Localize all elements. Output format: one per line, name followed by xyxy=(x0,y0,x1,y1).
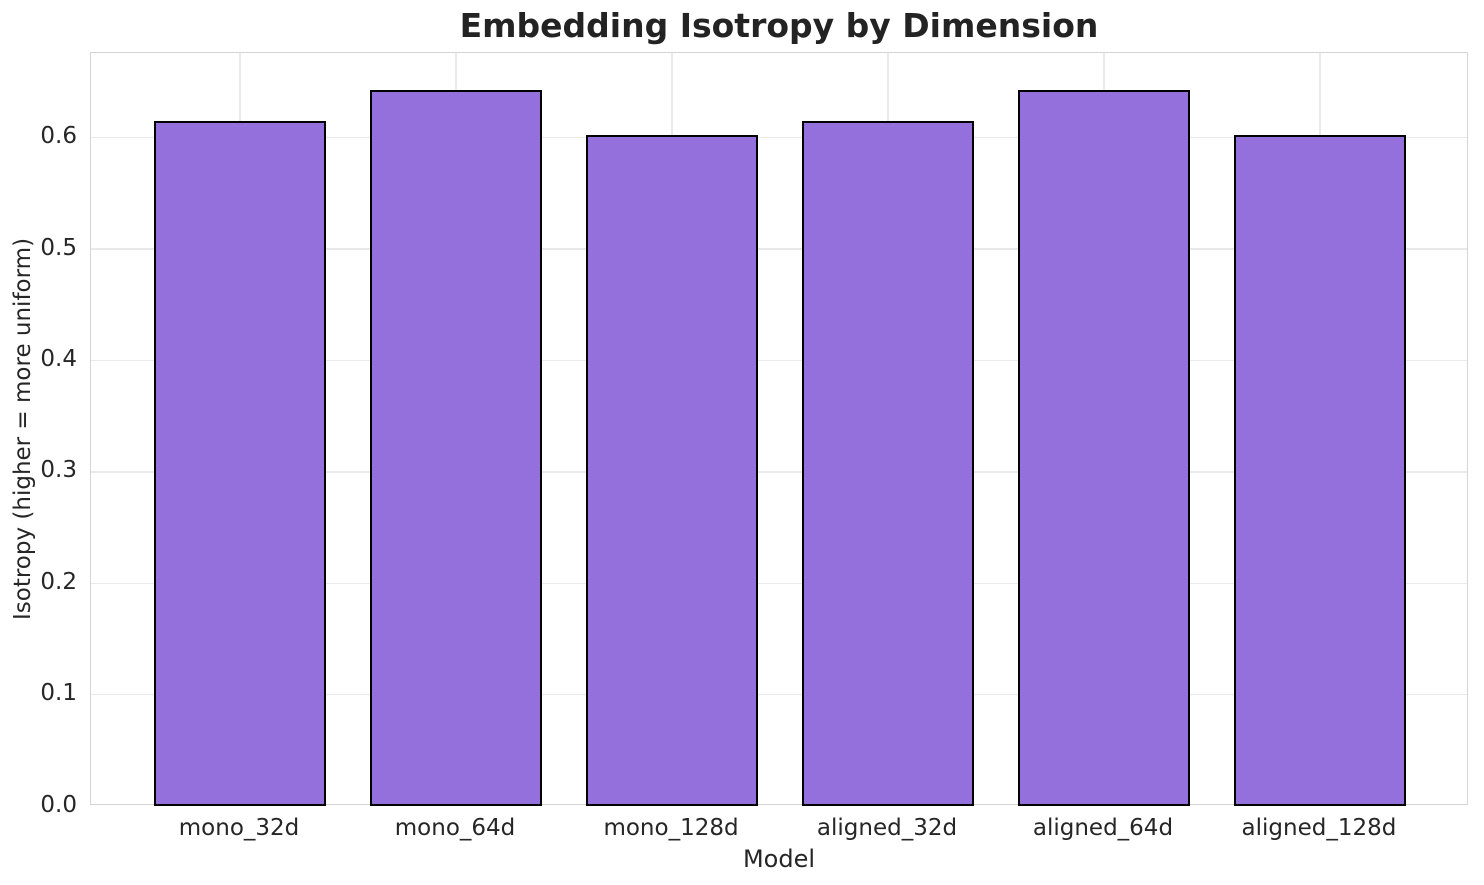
x-tick-label: aligned_64d xyxy=(1032,815,1174,841)
y-tick-label: 0.3 xyxy=(40,457,77,484)
h-gridline xyxy=(91,471,1467,473)
x-axis-label: Model xyxy=(742,845,816,873)
y-tick-label: 0.6 xyxy=(40,123,77,150)
y-tick-label: 0.1 xyxy=(40,680,77,707)
bar-mono_32d xyxy=(153,120,327,806)
h-gridline xyxy=(91,582,1467,584)
plot-area xyxy=(90,52,1468,806)
bar-mono_128d xyxy=(585,135,759,806)
bar-mono_64d xyxy=(369,89,543,806)
h-gridline xyxy=(91,248,1467,250)
y-tick-label: 0.0 xyxy=(40,791,77,818)
bar-aligned_32d xyxy=(801,120,975,806)
x-tick-label: mono_32d xyxy=(178,815,300,841)
x-tick-label: mono_64d xyxy=(394,815,516,841)
y-tick-label: 0.5 xyxy=(40,234,77,261)
y-tick-label: 0.2 xyxy=(40,568,77,595)
x-tick-label: aligned_128d xyxy=(1241,815,1397,841)
x-tick-label: aligned_32d xyxy=(816,815,958,841)
bar-aligned_128d xyxy=(1233,135,1407,806)
y-tick-label: 0.4 xyxy=(40,345,77,372)
x-tick-label: mono_128d xyxy=(603,815,739,841)
chart-title: Embedding Isotropy by Dimension xyxy=(459,6,1099,45)
h-gridline xyxy=(91,136,1467,139)
h-gridline xyxy=(91,359,1467,362)
bar-aligned_64d xyxy=(1017,89,1191,806)
h-gridline xyxy=(91,693,1467,696)
